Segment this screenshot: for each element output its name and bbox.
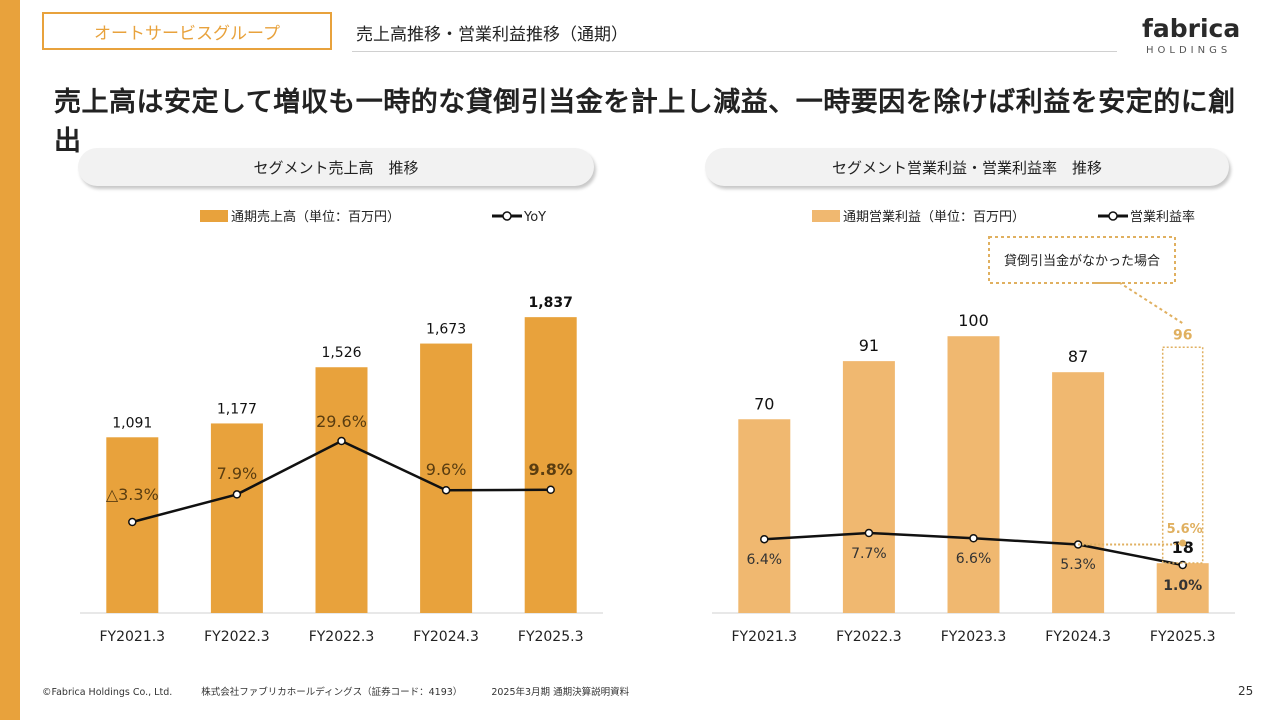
profit-annotation-callout-box bbox=[988, 236, 1176, 284]
sales-line-point-2 bbox=[232, 490, 242, 499]
profit-line-label-4: 5.3% bbox=[1060, 557, 1096, 573]
profit-line-point-5 bbox=[1178, 560, 1187, 570]
sales-bar-label-4: 1,673 bbox=[426, 322, 466, 338]
sales-bar-label-2: 1,177 bbox=[217, 401, 257, 417]
profit-bar-5 bbox=[1156, 563, 1209, 613]
profit-legend-bar-swatch bbox=[812, 210, 840, 222]
profit-line-point-2 bbox=[864, 528, 874, 538]
title-divider bbox=[352, 51, 1117, 52]
sales-line-label-4: 9.6% bbox=[426, 460, 467, 479]
sales-line-label-1: △3.3% bbox=[106, 485, 159, 504]
profit-bar-label-4: 87 bbox=[1068, 347, 1088, 366]
profit-annotation-value: 96 bbox=[1173, 327, 1192, 343]
profit-bar-3 bbox=[947, 336, 1000, 613]
sales-bar-2 bbox=[210, 423, 263, 613]
profit-bar-label-1: 70 bbox=[754, 394, 774, 413]
profit-annotation-dotted-bar bbox=[1161, 346, 1204, 564]
company-logo: fabrica HOLDINGS bbox=[1142, 14, 1242, 62]
footer-copyright: ©Fabrica Holdings Co., Ltd. bbox=[42, 687, 173, 698]
sales-category-label-3: FY2022.3 bbox=[309, 629, 375, 645]
profit-line-point-1 bbox=[760, 534, 769, 544]
sales-legend-line-marker bbox=[502, 211, 512, 221]
profit-category-label-4: FY2024.3 bbox=[1045, 629, 1111, 645]
sales-bar-4 bbox=[420, 343, 473, 613]
sales-line bbox=[131, 439, 551, 524]
profit-bar-label-5: 18 bbox=[1172, 538, 1194, 557]
sales-chart-title: セグメント売上高 推移 bbox=[78, 148, 594, 186]
sales-legend-bar-label: 通期売上高（単位：百万円） bbox=[231, 209, 400, 225]
profit-annotation-callout-text: 貸倒引当金がなかった場合 bbox=[1004, 253, 1160, 269]
profit-category-label-2: FY2022.3 bbox=[836, 629, 902, 645]
sales-legend-line-label: YoY bbox=[523, 210, 546, 225]
sales-category-label-5: FY2025.3 bbox=[518, 629, 584, 645]
profit-line-point-4 bbox=[1073, 540, 1083, 549]
sales-category-label-2: FY2022.3 bbox=[204, 629, 270, 645]
profit-line-point-3 bbox=[969, 534, 978, 543]
sales-bar-label-3: 1,526 bbox=[321, 345, 361, 361]
sales-line-label-2: 7.9% bbox=[217, 464, 258, 483]
sales-bar-5 bbox=[524, 317, 577, 613]
profit-category-label-1: FY2021.3 bbox=[732, 629, 798, 645]
profit-chart-title: セグメント営業利益・営業利益率 推移 bbox=[705, 148, 1229, 186]
sales-line-point-1 bbox=[128, 517, 137, 527]
profit-category-label-5: FY2025.3 bbox=[1150, 629, 1216, 645]
page-number: 25 bbox=[1238, 684, 1254, 698]
profit-legend-bar-label: 通期営業利益（単位：百万円） bbox=[843, 209, 1025, 225]
profit-legend-line-marker bbox=[1108, 211, 1118, 221]
sales-bar-1 bbox=[106, 437, 159, 613]
sales-bar-label-1: 1,091 bbox=[112, 415, 152, 431]
footer-document: 2025年3月期 通期決算説明資料 bbox=[491, 687, 630, 698]
profit-bar-label-3: 100 bbox=[958, 311, 989, 330]
sales-line-point-5 bbox=[546, 485, 555, 494]
profit-line-label-1: 6.4% bbox=[747, 552, 783, 568]
page-title: 売上高推移・営業利益推移（通期） bbox=[356, 25, 628, 45]
group-label: オートサービスグループ bbox=[42, 12, 332, 50]
footer: ©Fabrica Holdings Co., Ltd. 株式会社ファブリカホール… bbox=[42, 684, 655, 698]
logo-subtext: HOLDINGS bbox=[1146, 45, 1232, 56]
profit-line bbox=[764, 531, 1183, 567]
sales-line-label-3: 29.6% bbox=[316, 412, 367, 431]
sales-bar-3 bbox=[315, 367, 368, 613]
logo-wordmark: fabrica bbox=[1142, 14, 1241, 43]
profit-line-label-5: 1.0% bbox=[1163, 578, 1202, 594]
sales-line-point-3 bbox=[337, 436, 346, 446]
headline: 売上高は安定して増収も一時的な貸倒引当金を計上し減益、一時要因を除けば利益を安定… bbox=[54, 87, 1236, 157]
sales-category-label-4: FY2024.3 bbox=[413, 629, 479, 645]
profit-legend-line-label: 営業利益率 bbox=[1130, 209, 1195, 225]
accent-bar bbox=[0, 0, 20, 720]
sales-legend-bar-swatch bbox=[200, 210, 228, 222]
profit-line-label-3: 6.6% bbox=[956, 551, 992, 567]
profit-line-label-2: 7.7% bbox=[851, 546, 887, 562]
profit-annotation-margin-line bbox=[1078, 542, 1183, 546]
profit-bar-4 bbox=[1052, 372, 1105, 613]
sales-bar-label-5: 1,837 bbox=[529, 295, 573, 311]
sales-line-label-5: 9.8% bbox=[529, 460, 573, 479]
profit-annotation-margin-point bbox=[1179, 539, 1187, 547]
profit-annotation-callout-pointer bbox=[1095, 282, 1184, 325]
sales-category-label-1: FY2021.3 bbox=[100, 629, 166, 645]
profit-category-label-3: FY2023.3 bbox=[941, 629, 1007, 645]
profit-annotation-margin-label: 5.6% bbox=[1167, 522, 1203, 537]
profit-bar-label-2: 91 bbox=[859, 336, 879, 355]
profit-bar-1 bbox=[738, 419, 791, 613]
profit-bar-2 bbox=[842, 361, 895, 613]
footer-company: 株式会社ファブリカホールディングス（証券コード：4193） bbox=[201, 687, 463, 698]
sales-line-point-4 bbox=[441, 485, 451, 495]
